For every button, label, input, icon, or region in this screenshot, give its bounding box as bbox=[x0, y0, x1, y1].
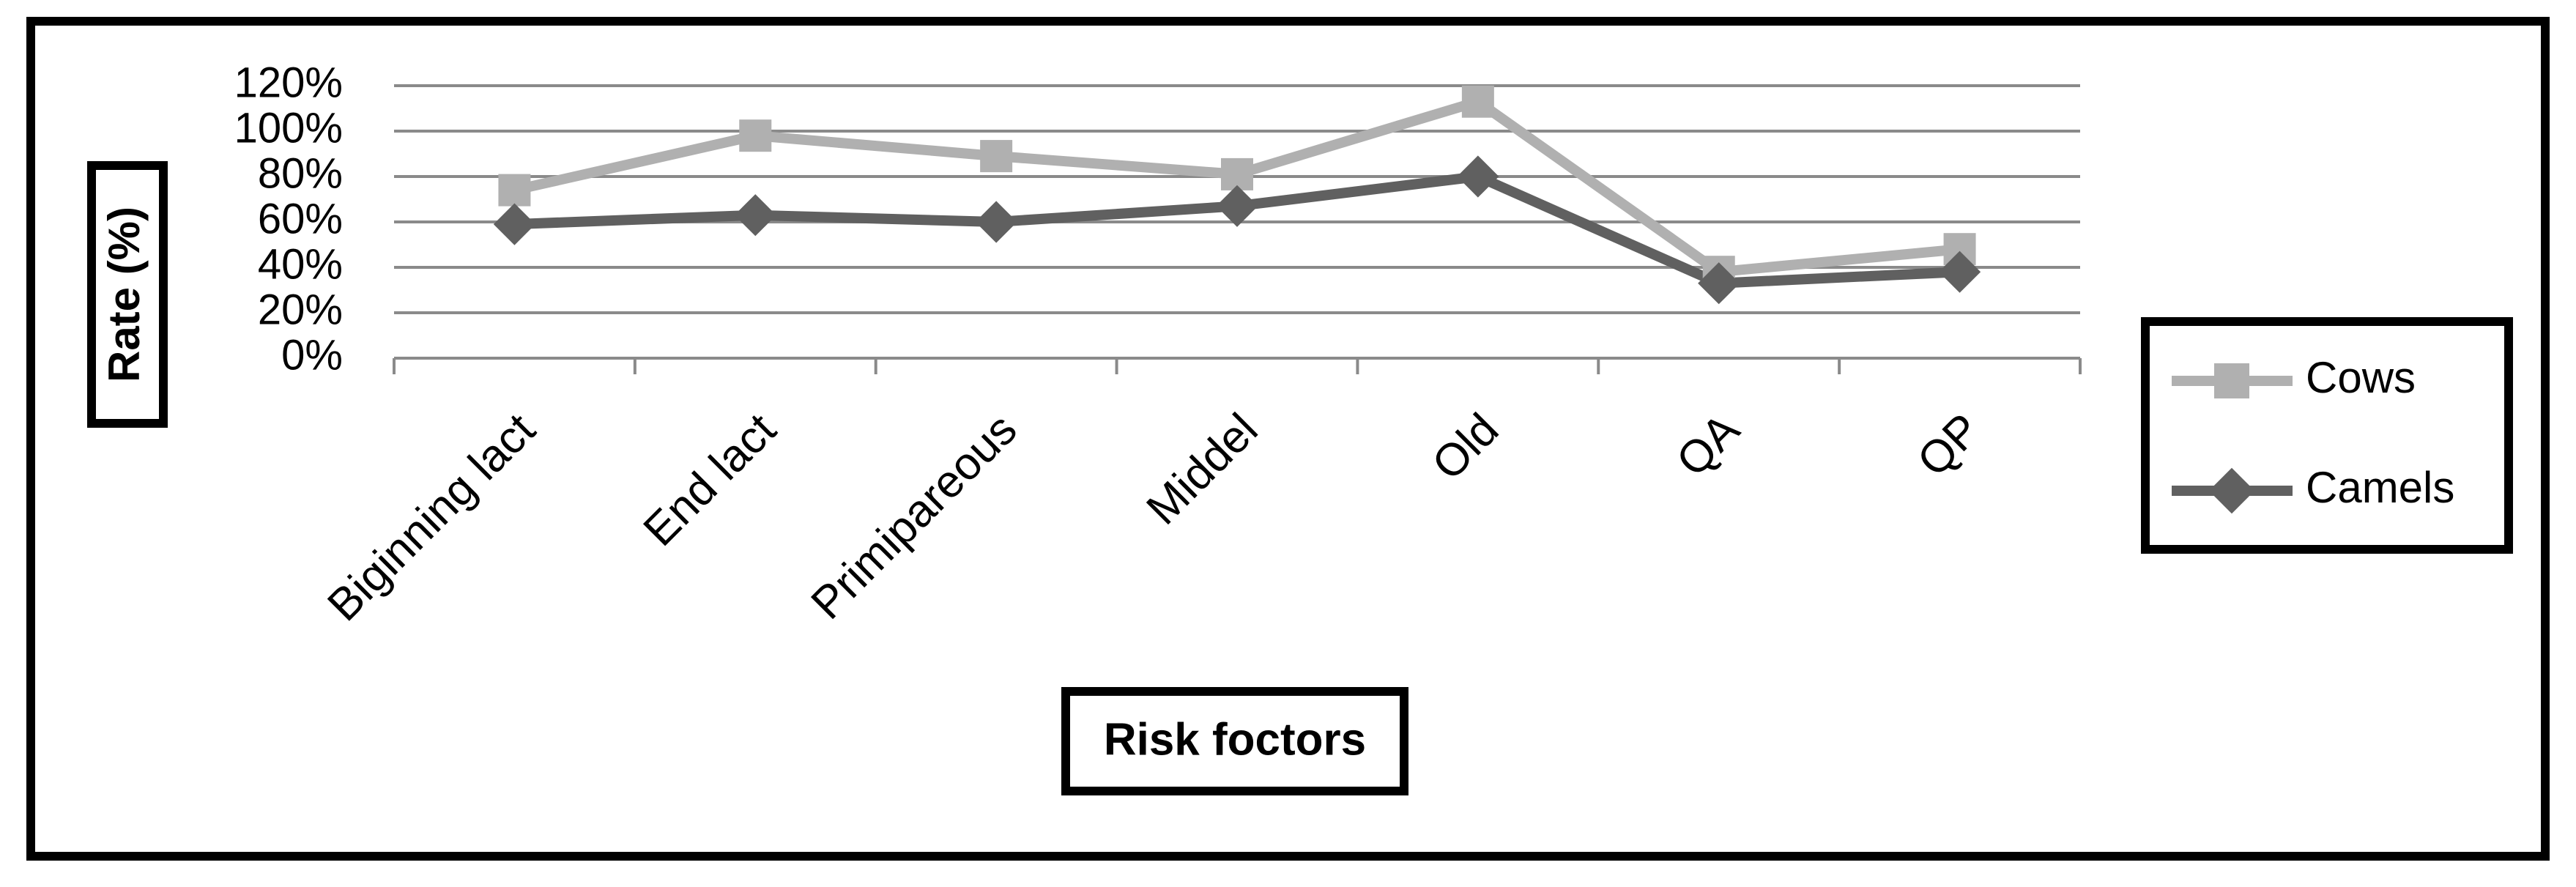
data-point bbox=[739, 119, 772, 152]
data-point bbox=[734, 194, 776, 237]
data-point bbox=[1461, 85, 1494, 118]
y-axis-title: Rate (%) bbox=[100, 207, 149, 382]
data-point bbox=[980, 140, 1013, 173]
legend-swatch-marker bbox=[2208, 467, 2255, 514]
x-tick-label: Middel bbox=[1137, 404, 1268, 535]
y-tick-label: 60% bbox=[258, 195, 343, 242]
x-tick-label: Primipareous bbox=[802, 404, 1027, 629]
x-tick-label: QP bbox=[1908, 404, 1990, 486]
x-tick-label: End lact bbox=[634, 404, 786, 556]
x-axis-title: Risk foctors bbox=[1104, 714, 1366, 765]
y-tick-label: 40% bbox=[258, 240, 343, 288]
y-tick-label: 80% bbox=[258, 149, 343, 197]
data-point bbox=[1938, 250, 1981, 293]
data-point bbox=[498, 174, 531, 207]
outer-frame bbox=[26, 17, 2550, 861]
legend-box bbox=[2141, 317, 2513, 554]
legend-label: Camels bbox=[2306, 463, 2454, 512]
y-title-box bbox=[87, 161, 168, 428]
legend-swatch-marker bbox=[2214, 363, 2249, 398]
y-tick-label: 20% bbox=[258, 286, 343, 333]
x-title-box bbox=[1061, 687, 1408, 795]
data-point bbox=[1216, 185, 1258, 227]
x-tick-label: Biginning lact bbox=[318, 404, 545, 631]
data-point bbox=[493, 203, 536, 245]
data-point bbox=[1698, 262, 1740, 305]
data-point bbox=[1457, 155, 1499, 198]
y-tick-label: 100% bbox=[234, 104, 343, 152]
x-tick-label: Old bbox=[1422, 404, 1508, 490]
y-tick-label: 120% bbox=[234, 59, 343, 106]
y-tick-label: 0% bbox=[281, 331, 343, 379]
data-point bbox=[1221, 157, 1253, 190]
legend-label: Cows bbox=[2306, 353, 2416, 402]
data-point bbox=[975, 201, 1017, 243]
x-tick-label: QA bbox=[1667, 404, 1750, 486]
